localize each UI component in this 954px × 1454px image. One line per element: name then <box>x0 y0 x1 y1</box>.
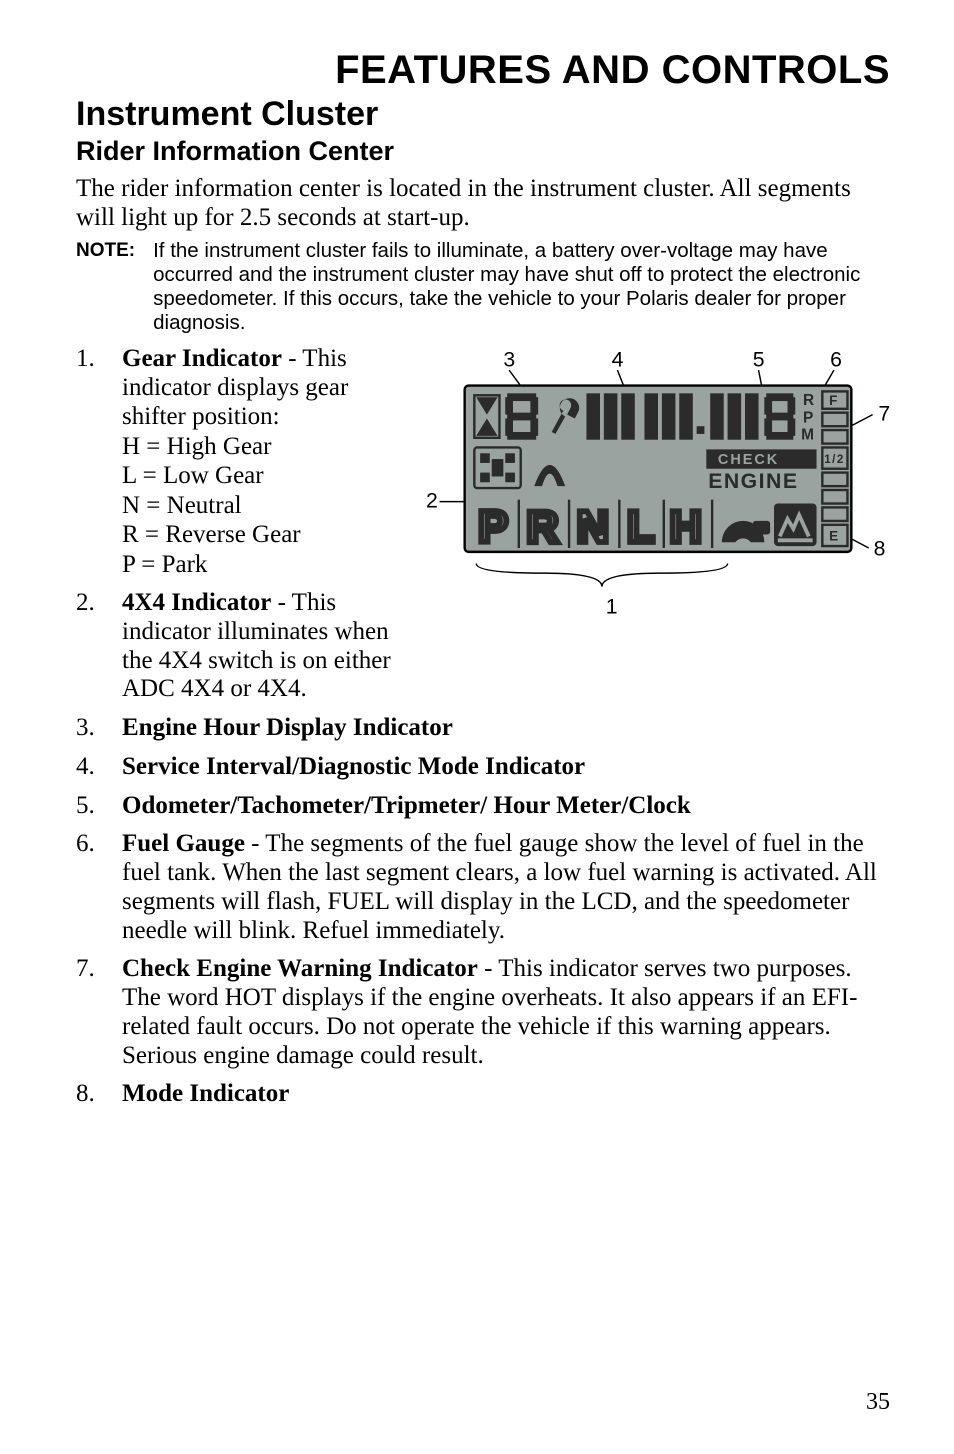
svg-text:P: P <box>478 503 508 552</box>
item-number: 5. <box>76 792 104 821</box>
item-number: 4. <box>76 753 104 782</box>
callout-6: 6 <box>830 348 842 372</box>
gear-letter-m: M <box>801 427 815 444</box>
item-number: 3. <box>76 714 104 743</box>
callout-1: 1 <box>606 595 618 619</box>
gear-line: R = Reverse Gear <box>122 520 406 550</box>
fuel-full: F <box>829 393 839 408</box>
numbered-list-bottom: 3. Engine Hour Display Indicator 4. Serv… <box>76 714 890 1109</box>
item-title: Odometer/Tachometer/Tripmeter/ Hour Mete… <box>122 792 691 819</box>
item-title: Gear Indicator <box>122 345 282 372</box>
svg-text:L: L <box>627 503 654 552</box>
mode-box-icon <box>774 504 817 547</box>
section-title: Rider Information Center <box>76 136 890 167</box>
svg-text:N: N <box>577 503 609 552</box>
list-item: 8. Mode Indicator <box>76 1080 890 1109</box>
callout-3: 3 <box>503 348 515 372</box>
list-item: 3. Engine Hour Display Indicator <box>76 714 890 743</box>
gear-letter-p: P <box>803 410 815 427</box>
gear-line: L = Low Gear <box>122 461 406 491</box>
note-block: NOTE: If the instrument cluster fails to… <box>76 239 890 336</box>
list-item: 2. 4X4 Indicator - This indicator illumi… <box>76 589 406 704</box>
numbered-list-top: 1. Gear Indicator - This indicator displ… <box>76 345 406 704</box>
seven-seg-block <box>644 394 692 440</box>
item-number: 1. <box>76 345 104 579</box>
item-title: Check Engine Warning Indicator <box>122 955 478 982</box>
item-title: Fuel Gauge <box>122 830 245 857</box>
item-title: Service Interval/Diagnostic Mode Indicat… <box>122 753 585 780</box>
list-item: 4. Service Interval/Diagnostic Mode Indi… <box>76 753 890 782</box>
item-title: Engine Hour Display Indicator <box>122 714 453 741</box>
svg-text:R: R <box>527 503 559 552</box>
list-item: 6. Fuel Gauge - The segments of the fuel… <box>76 830 890 945</box>
note-body: If the instrument cluster fails to illum… <box>153 239 890 336</box>
fuel-half: 1/2 <box>824 453 844 466</box>
check-engine-bottom: ENGINE <box>708 469 798 493</box>
seven-seg-block <box>710 394 758 440</box>
callout-4: 4 <box>612 348 624 372</box>
page-main-title: FEATURES AND CONTROLS <box>76 48 890 93</box>
callout-5: 5 <box>753 348 765 372</box>
callout-8: 8 <box>874 537 886 561</box>
svg-text:H: H <box>670 503 702 552</box>
seven-seg-digit <box>505 394 538 440</box>
lcd-figure: 3 4 5 6 7 8 2 1 <box>426 345 890 714</box>
item-title: 4X4 Indicator <box>122 589 271 616</box>
decimal-dot <box>697 426 705 434</box>
seven-seg-block <box>586 394 634 440</box>
seven-seg-digit <box>764 394 795 440</box>
item-number: 6. <box>76 830 104 945</box>
page-sub-title: Instrument Cluster <box>76 95 890 134</box>
gear-line: N = Neutral <box>122 491 406 521</box>
gear-line: H = High Gear <box>122 432 406 462</box>
callout-2: 2 <box>426 489 438 513</box>
gear-letter-r: R <box>803 392 816 409</box>
note-label: NOTE: <box>76 239 135 336</box>
list-item: 1. Gear Indicator - This indicator displ… <box>76 345 406 579</box>
gear-line: P = Park <box>122 550 406 580</box>
page-number: 35 <box>866 1389 890 1416</box>
intro-paragraph: The rider information center is located … <box>76 175 890 233</box>
list-item: 5. Odometer/Tachometer/Tripmeter/ Hour M… <box>76 792 890 821</box>
check-engine-top: CHECK <box>718 452 779 468</box>
fuel-empty: E <box>829 529 839 544</box>
item-number: 7. <box>76 955 104 1070</box>
callout-7: 7 <box>878 402 890 426</box>
item-number: 2. <box>76 589 104 704</box>
item-title: Mode Indicator <box>122 1080 289 1107</box>
item-number: 8. <box>76 1080 104 1109</box>
list-item: 7. Check Engine Warning Indicator - This… <box>76 955 890 1070</box>
gear-lines: H = High Gear L = Low Gear N = Neutral R… <box>122 432 406 580</box>
